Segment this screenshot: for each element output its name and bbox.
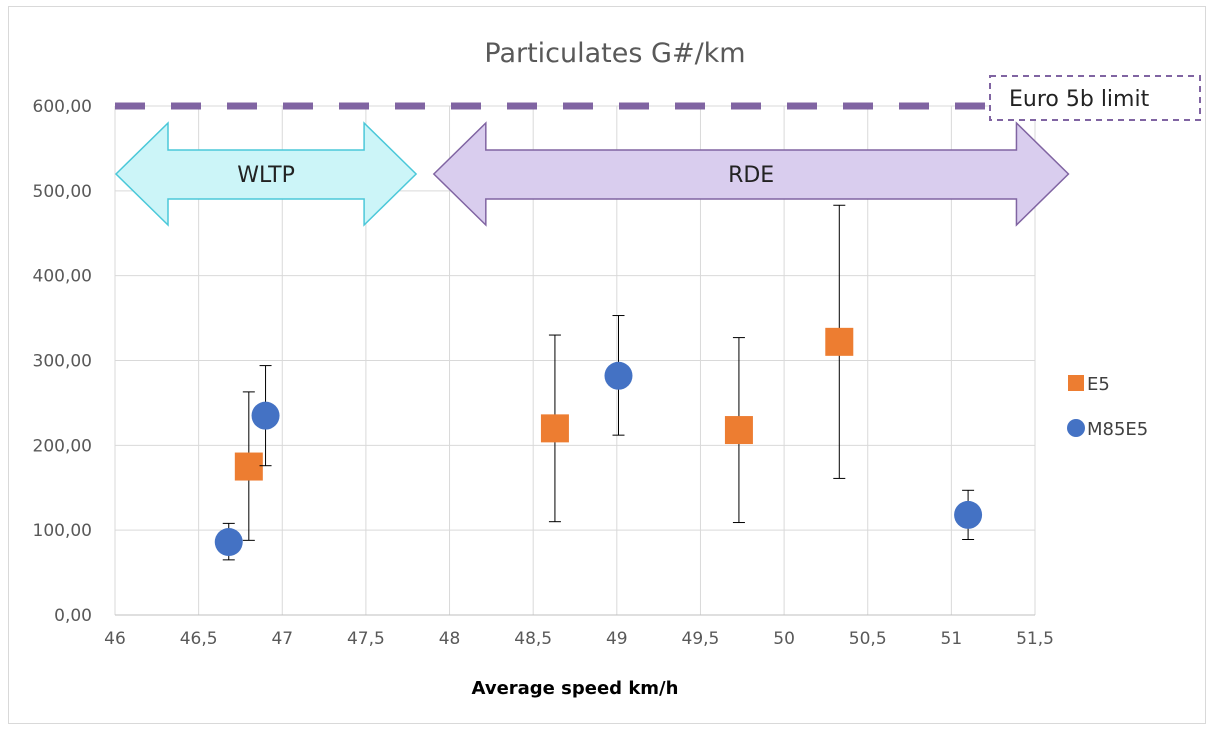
x-tick-label: 50,5 [849,629,887,649]
legend-marker-m85e5 [1067,419,1085,437]
x-tick-label: 49 [606,629,628,649]
range-label-rde: RDE [728,163,774,188]
x-tick-label: 51,5 [1016,629,1054,649]
x-tick-label: 46 [104,629,126,649]
limit-label-box [989,75,1201,121]
range-arrow-rde [432,121,1070,227]
e5-point [825,327,854,356]
y-tick-label: 400,00 [33,267,92,287]
limit-label: Euro 5b limit [1009,87,1150,112]
x-tick-label: 47,5 [347,629,385,649]
y-tick-label: 100,00 [33,521,92,541]
y-tick-label: 0,00 [54,606,92,626]
m85e5-point [214,528,243,557]
e5-point [540,414,569,443]
range-arrow-wltp [114,121,418,227]
m85e5-point [251,401,280,430]
range-label-wltp: WLTP [237,163,295,188]
legend: E5 M85E5 [1067,374,1148,440]
y-tick-label: 600,00 [33,97,92,117]
annotations: WLTP RDE [114,121,1070,227]
limit-line-group: Euro 5b limit [115,75,1201,121]
y-tick-label: 500,00 [33,182,92,202]
x-tick-label: 48 [439,629,461,649]
x-tick-label: 50 [773,629,795,649]
legend-label: M85E5 [1087,419,1148,440]
x-tick-label: 49,5 [682,629,720,649]
m85e5-point [954,500,983,529]
e5-point [724,416,753,445]
x-tick-label: 51 [941,629,963,649]
axes: 46 46,5 47 47,5 48 48,5 49 49,5 50 50,5 51 51,5 0,00… [33,97,1054,649]
legend-label: E5 [1087,374,1110,395]
y-tick-label: 300,00 [33,352,92,372]
e5-point [234,452,263,481]
x-axis-label: Average speed km/h [472,678,679,699]
m85e5-point [604,361,633,390]
x-tick-label: 46,5 [180,629,218,649]
data-points [214,204,983,561]
x-tick-label: 47 [271,629,293,649]
legend-marker-e5 [1068,375,1084,391]
x-tick-label: 48,5 [514,629,552,649]
chart-title: Particulates G#/km [484,38,745,69]
y-tick-label: 200,00 [33,436,92,456]
chart-frame [8,6,1206,724]
